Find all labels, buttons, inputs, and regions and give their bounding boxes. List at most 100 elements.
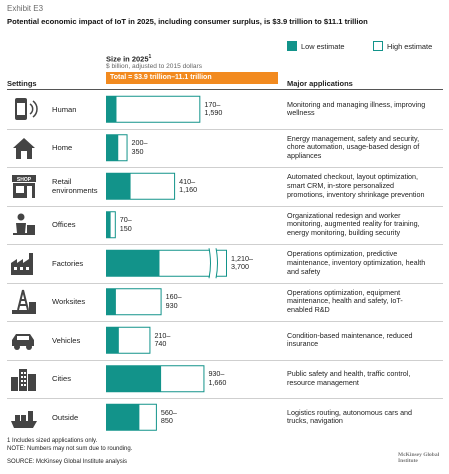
value-label-line: 930 (165, 300, 178, 310)
value-label-line: 3,700 (231, 262, 249, 272)
mgi-logo: McKinsey Global Institute (398, 452, 440, 464)
value-label: 170– 1,590 (204, 99, 223, 118)
value-label: 70– 150 (120, 216, 132, 233)
legend-high-label: High estimate (387, 42, 433, 51)
applications-line: monitoring, augmented reality for traini… (287, 219, 420, 229)
bar-low-4 (106, 250, 160, 277)
row-separator (7, 359, 443, 361)
header-rule (7, 89, 443, 90)
applications-text: Energy management, safety and security, c… (287, 133, 447, 161)
size-subheader: $ billion, adjusted to 2015 dollars (106, 63, 203, 70)
value-label-line: 850 (160, 416, 173, 426)
row-separator (7, 321, 443, 322)
value-label-line: 1,210– (231, 253, 253, 263)
settings-column-header: Settings (7, 79, 37, 88)
exhibit-label: Exhibit E3 (7, 4, 44, 13)
value-label: 560– 850 (160, 407, 177, 426)
applications-line: appliances (287, 151, 322, 161)
bar-low-6 (106, 327, 119, 354)
applications-line: Operations optimization, predictive (287, 249, 398, 259)
row-separator (7, 167, 443, 168)
value-label-line: 160– (165, 292, 182, 302)
bar-low-0 (106, 96, 117, 123)
svg-text:SHOP: SHOP (17, 177, 32, 183)
applications-text: Organizational redesign and worker monito… (287, 211, 447, 238)
value-label-line: 350 (131, 146, 144, 156)
bar-low-2 (106, 173, 131, 200)
watch-icon (15, 98, 38, 121)
applications-line: Monitoring and managing illness, improvi… (287, 99, 426, 109)
setting-label: Vehicles (52, 336, 80, 345)
applications-line: resource management (287, 377, 359, 387)
setting-label-line: Home (52, 143, 73, 153)
applications-line: Condition-based maintenance, reduced (287, 330, 413, 340)
legend-high-swatch (373, 41, 383, 51)
applications-line: chore automation, usage-based design of (287, 142, 420, 152)
bar-high-0 (106, 95, 201, 123)
applications-line: Logistics routing, autonomous cars and (287, 407, 413, 417)
bar-low-8 (106, 404, 140, 431)
size-header: Size in 20251 (106, 54, 151, 64)
value-label-line: 170– (204, 99, 221, 109)
axis-break-mark (208, 248, 218, 279)
value-label: 410– 1,160 (179, 176, 198, 195)
size-header-footnote-mark: 1 (148, 54, 152, 60)
applications-text: Operations optimization, equipment mainte… (287, 287, 447, 315)
value-label-line: 560– (160, 407, 177, 417)
value-label-line: 150 (119, 223, 132, 233)
ship-icon (11, 411, 37, 429)
value-label-line: 930– (208, 369, 225, 379)
setting-label-line: environments (52, 186, 98, 196)
legend-low-swatch (287, 41, 297, 51)
value-label-line: 200– (131, 138, 148, 148)
value-label-line: 740 (154, 339, 167, 349)
house-icon (13, 137, 35, 159)
setting-label: Home (52, 143, 72, 152)
city-icon (11, 368, 36, 391)
applications-line: Energy management, safety and security, (287, 133, 420, 143)
setting-label: Outside (52, 413, 78, 422)
oil-rig-icon (12, 289, 36, 314)
applications-column-header: Major applications (287, 79, 353, 88)
setting-label-line: Human (52, 104, 77, 114)
shop-icon: SHOP (12, 175, 36, 199)
chart-title: Potential economic impact of IoT in 2025… (7, 17, 368, 26)
setting-label: Offices (52, 220, 76, 229)
value-label-line: 410– (179, 176, 196, 186)
value-label: 160– 930 (166, 293, 182, 310)
applications-line: maintenance, health and safety, IoT- (287, 296, 403, 306)
setting-label: Factories (52, 259, 83, 268)
row-separator (7, 282, 443, 284)
value-label-line: 1,660 (208, 377, 227, 387)
source: SOURCE: McKinsey Global Institute analys… (7, 459, 128, 465)
row-separator (7, 128, 443, 130)
value-label: 1,210– 3,700 (231, 253, 253, 272)
setting-label: Cities (52, 374, 71, 383)
setting-label-line: Retail (52, 177, 72, 187)
setting-label-line: Outside (52, 412, 79, 422)
legend-low-label: Low estimate (301, 42, 345, 51)
applications-text: Condition-based maintenance, reduced insu… (287, 330, 447, 349)
applications-line: maintenance, inventory optimization, hea… (287, 257, 426, 267)
footnote: 1 Includes sized applications only. (7, 438, 98, 444)
setting-label-line: Vehicles (52, 335, 81, 345)
value-label: 930– 1,660 (208, 370, 226, 387)
applications-line: wellness (287, 108, 315, 118)
setting-label: Retail environments (52, 177, 98, 195)
applications-text: Public safety and health, traffic contro… (287, 370, 447, 387)
row-separator (7, 244, 443, 245)
setting-label-line: Factories (52, 258, 84, 268)
car-icon (12, 334, 34, 351)
axis-break-gap (210, 248, 216, 279)
value-label-line: 1,590 (204, 108, 223, 118)
value-label-line: 210– (154, 330, 171, 340)
note: NOTE: Numbers may not sum due to roundin… (7, 446, 133, 452)
applications-line: enabled R&D (287, 305, 330, 315)
value-label-line: 1,160 (179, 185, 198, 195)
bar-low-5 (106, 288, 116, 315)
value-label: 200– 350 (132, 139, 148, 156)
bar-low-7 (106, 365, 162, 392)
applications-line: Operations optimization, equipment (287, 287, 401, 297)
setting-label-line: Offices (52, 220, 76, 230)
